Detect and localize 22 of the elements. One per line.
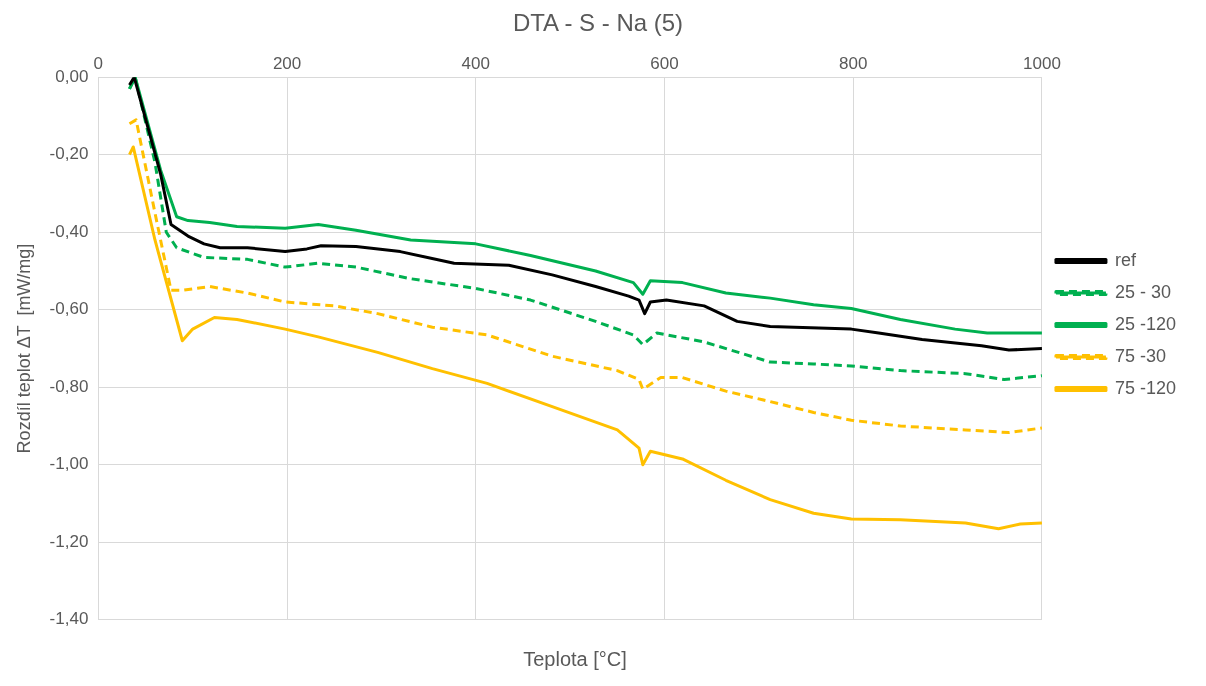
x-tick-label: 400 bbox=[461, 53, 490, 73]
legend-label: 25 -120 bbox=[1114, 313, 1177, 334]
legend-label: 75 -120 bbox=[1114, 377, 1177, 398]
y-tick-label: -0,60 bbox=[49, 299, 89, 319]
y-tick-label: -1,20 bbox=[49, 531, 89, 551]
legend-label: ref bbox=[1114, 249, 1137, 270]
x-tick-label: 0 bbox=[93, 53, 104, 73]
y-tick-label: -0,20 bbox=[49, 144, 89, 164]
legend-label: 25 - 30 bbox=[1114, 281, 1171, 302]
y-tick-label: -0,80 bbox=[49, 376, 89, 396]
y-axis-title: Rozdíl teplot ΔT [mW/mg] bbox=[13, 243, 34, 454]
x-tick-label: 600 bbox=[650, 53, 679, 73]
x-tick-label: 1000 bbox=[1023, 53, 1061, 73]
legend-label: 75 -30 bbox=[1114, 345, 1166, 366]
x-axis-title: Teplota [°C] bbox=[522, 648, 628, 671]
y-tick-label: 0,00 bbox=[55, 66, 89, 86]
chart-title: DTA - S - Na (5) bbox=[512, 9, 684, 37]
y-tick-label: -1,40 bbox=[49, 609, 89, 629]
x-tick-label: 200 bbox=[272, 53, 302, 73]
y-tick-label: -1,00 bbox=[49, 454, 89, 474]
y-tick-label: -0,40 bbox=[49, 221, 89, 241]
x-tick-label: 800 bbox=[839, 53, 868, 73]
